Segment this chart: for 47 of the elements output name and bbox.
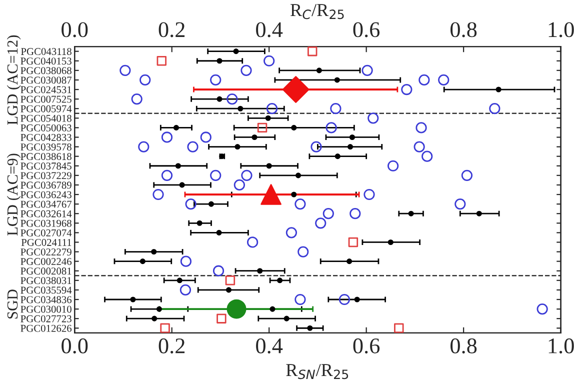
- y-tick-label: PGC054018: [20, 114, 72, 122]
- y-tick-label: PGC037229: [20, 172, 72, 180]
- y-tick-label: PGC007525: [20, 96, 72, 103]
- y-tick-label: PGC034836: [20, 296, 72, 304]
- y-tick-label: PGC022279: [20, 248, 72, 256]
- text: LGD (AC=9): [6, 154, 21, 236]
- y-tick-label: PGC040153: [20, 58, 72, 65]
- y-tick-label: PGC034767: [20, 200, 72, 208]
- y-tick-label: PGC043118: [21, 48, 72, 56]
- x-tick-label: 0.4: [256, 338, 283, 354]
- y-tick-label: PGC031968: [20, 220, 72, 227]
- y-tick-label: PGC035594: [20, 286, 72, 294]
- x-tick-label: 0.8: [450, 338, 477, 354]
- x-tick-label: 0.0: [62, 338, 88, 354]
- x-axis-title: R$_{SN}$/R$_{25}$: [286, 364, 348, 380]
- y-tick-label: PGC030010: [20, 306, 72, 313]
- x2-tick-label: 0.8: [450, 22, 477, 38]
- x2-tick-label: 0.6: [353, 22, 380, 38]
- y-tick-label: PGC036243: [20, 191, 72, 198]
- y-tick-label: PGC032614: [20, 210, 72, 218]
- x-tick-label: 0.2: [158, 338, 185, 354]
- text: SGD: [7, 290, 18, 319]
- y-tick-label: PGC037845: [20, 162, 72, 170]
- y-tick-label: PGC038068: [20, 67, 72, 74]
- x-tick-label: 1.0: [548, 338, 574, 354]
- x-tick-label: 0.6: [353, 338, 380, 354]
- y-tick-label: PGC002081: [20, 268, 72, 275]
- y-tick-label: PGC042833: [20, 134, 72, 141]
- x2-tick-label: 0.4: [256, 22, 283, 38]
- y-tick-label: PGC050063: [20, 124, 72, 132]
- x2-tick-label: 1.0: [548, 22, 574, 38]
- y-tick-label: PGC024111: [21, 238, 72, 246]
- y-tick-label: PGC038031: [20, 277, 72, 284]
- y-tick-label: PGC005974: [20, 105, 72, 112]
- x2-tick-label: 0.2: [158, 22, 185, 38]
- y-tick-label: PGC012626: [20, 324, 72, 332]
- y-tick-label: PGC002246: [20, 258, 72, 266]
- x2-axis-title: R$_{C}$/R$_{25}$: [290, 4, 344, 20]
- x2-tick-label: 0.0: [62, 22, 88, 38]
- y-tick-label: PGC024531: [20, 86, 72, 94]
- y-tick-label: PGC027723: [20, 315, 72, 322]
- y-tick-label: PGC039578: [20, 143, 72, 150]
- text: LGD (AC=12): [6, 35, 21, 125]
- y-tick-label: PGC027074: [20, 229, 72, 236]
- y-tick-label: PGC036789: [20, 182, 72, 189]
- y-tick-label: PGC030087: [20, 76, 72, 84]
- y-tick-label: PGC038618: [20, 153, 72, 160]
